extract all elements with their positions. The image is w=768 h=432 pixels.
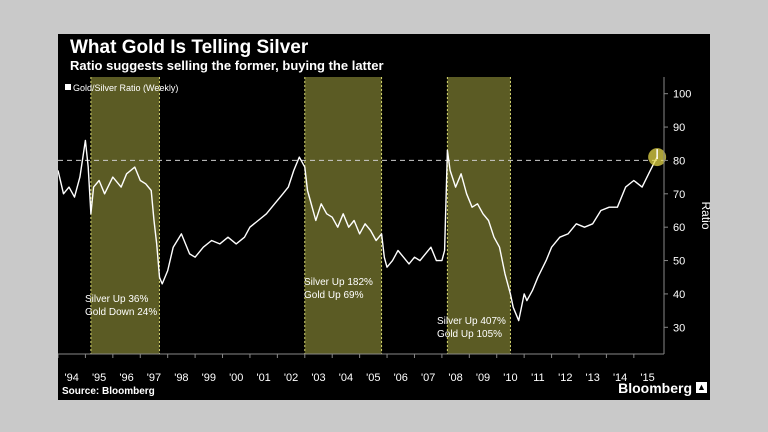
x-tick-label-2010: '10 bbox=[503, 372, 517, 384]
y-tick-label-100: 100 bbox=[673, 89, 691, 101]
annotation-1-line-2: Gold Down 24% bbox=[85, 307, 157, 318]
x-tick-label-1996: '96 bbox=[119, 372, 133, 384]
x-tick-label-1998: '98 bbox=[174, 372, 188, 384]
x-tick-label-1994: '94 bbox=[65, 372, 79, 384]
x-tick-label-2004: '04 bbox=[339, 372, 353, 384]
chart-svg: Silver Up 36% Gold Down 24% Silver Up 182%… bbox=[58, 77, 710, 384]
source-note: Source: Bloomberg bbox=[62, 386, 155, 397]
x-tick-label-2003: '03 bbox=[311, 372, 325, 384]
y-tick-label-60: 60 bbox=[673, 222, 685, 234]
annotation-3-line-2: Gold Up 105% bbox=[437, 329, 502, 340]
x-tick-label-2009: '09 bbox=[476, 372, 490, 384]
y-axis-label: Ratio bbox=[699, 201, 710, 229]
shaded-period-3 bbox=[447, 77, 511, 354]
chart-title: What Gold Is Telling Silver bbox=[70, 37, 309, 58]
x-tick-label-2011: '11 bbox=[531, 372, 545, 384]
annotation-3-line-1: Silver Up 407% bbox=[437, 316, 506, 327]
annotation-2-line-1: Silver Up 182% bbox=[304, 277, 373, 288]
y-tick-label-40: 40 bbox=[673, 289, 685, 301]
annotation-2-line-2: Gold Up 69% bbox=[304, 290, 364, 301]
legend-swatch bbox=[65, 84, 71, 90]
x-tick-label-2008: '08 bbox=[448, 372, 462, 384]
y-tick-label-70: 70 bbox=[673, 189, 685, 201]
y-tick-label-80: 80 bbox=[673, 155, 685, 167]
x-tick-label-2001: '01 bbox=[256, 372, 270, 384]
x-tick-label-1997: '97 bbox=[147, 372, 161, 384]
x-tick-label-2014: '14 bbox=[613, 372, 627, 384]
x-tick-label-2006: '06 bbox=[394, 372, 408, 384]
x-tick-label-2005: '05 bbox=[366, 372, 380, 384]
x-tick-label-2015: '15 bbox=[640, 372, 654, 384]
y-tick-label-50: 50 bbox=[673, 256, 685, 268]
chart-card: What Gold Is Telling Silver Ratio sugges… bbox=[58, 34, 710, 400]
x-tick-label-2012: '12 bbox=[558, 372, 572, 384]
x-tick-label-2013: '13 bbox=[586, 372, 600, 384]
x-tick-label-1999: '99 bbox=[202, 372, 216, 384]
chart-subtitle: Ratio suggests selling the former, buyin… bbox=[70, 58, 384, 73]
annotation-1-line-1: Silver Up 36% bbox=[85, 294, 148, 305]
brand-logo: Bloomberg bbox=[618, 380, 692, 396]
bloomberg-icon: ▲ bbox=[696, 382, 707, 393]
x-tick-label-2007: '07 bbox=[421, 372, 435, 384]
x-tick-label-2002: '02 bbox=[284, 372, 298, 384]
ratio-series-line bbox=[58, 139, 658, 322]
y-tick-label-90: 90 bbox=[673, 122, 685, 134]
legend-label: Gold/Silver Ratio (Weekly) bbox=[73, 83, 178, 93]
x-tick-label-1995: '95 bbox=[92, 372, 106, 384]
x-tick-label-2000: '00 bbox=[229, 372, 243, 384]
shaded-period-1 bbox=[90, 77, 160, 354]
y-tick-label-30: 30 bbox=[673, 322, 685, 334]
